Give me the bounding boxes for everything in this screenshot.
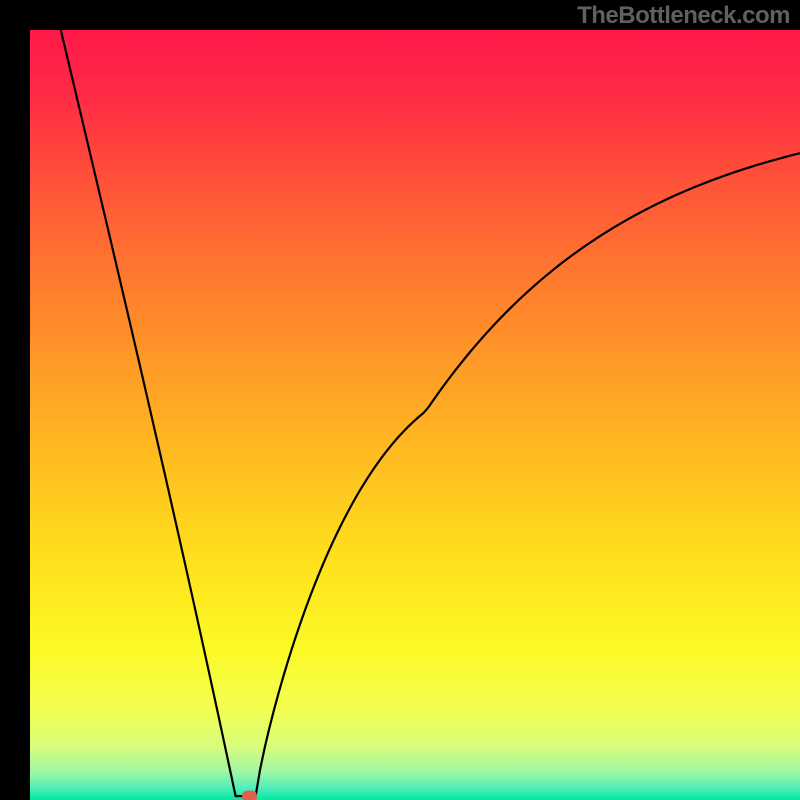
- plot-background: [30, 30, 800, 800]
- marker-dot: [242, 791, 257, 800]
- chart-container: TheBottleneck.com: [0, 0, 800, 800]
- chart-svg: [0, 0, 800, 800]
- watermark-text: TheBottleneck.com: [577, 2, 790, 30]
